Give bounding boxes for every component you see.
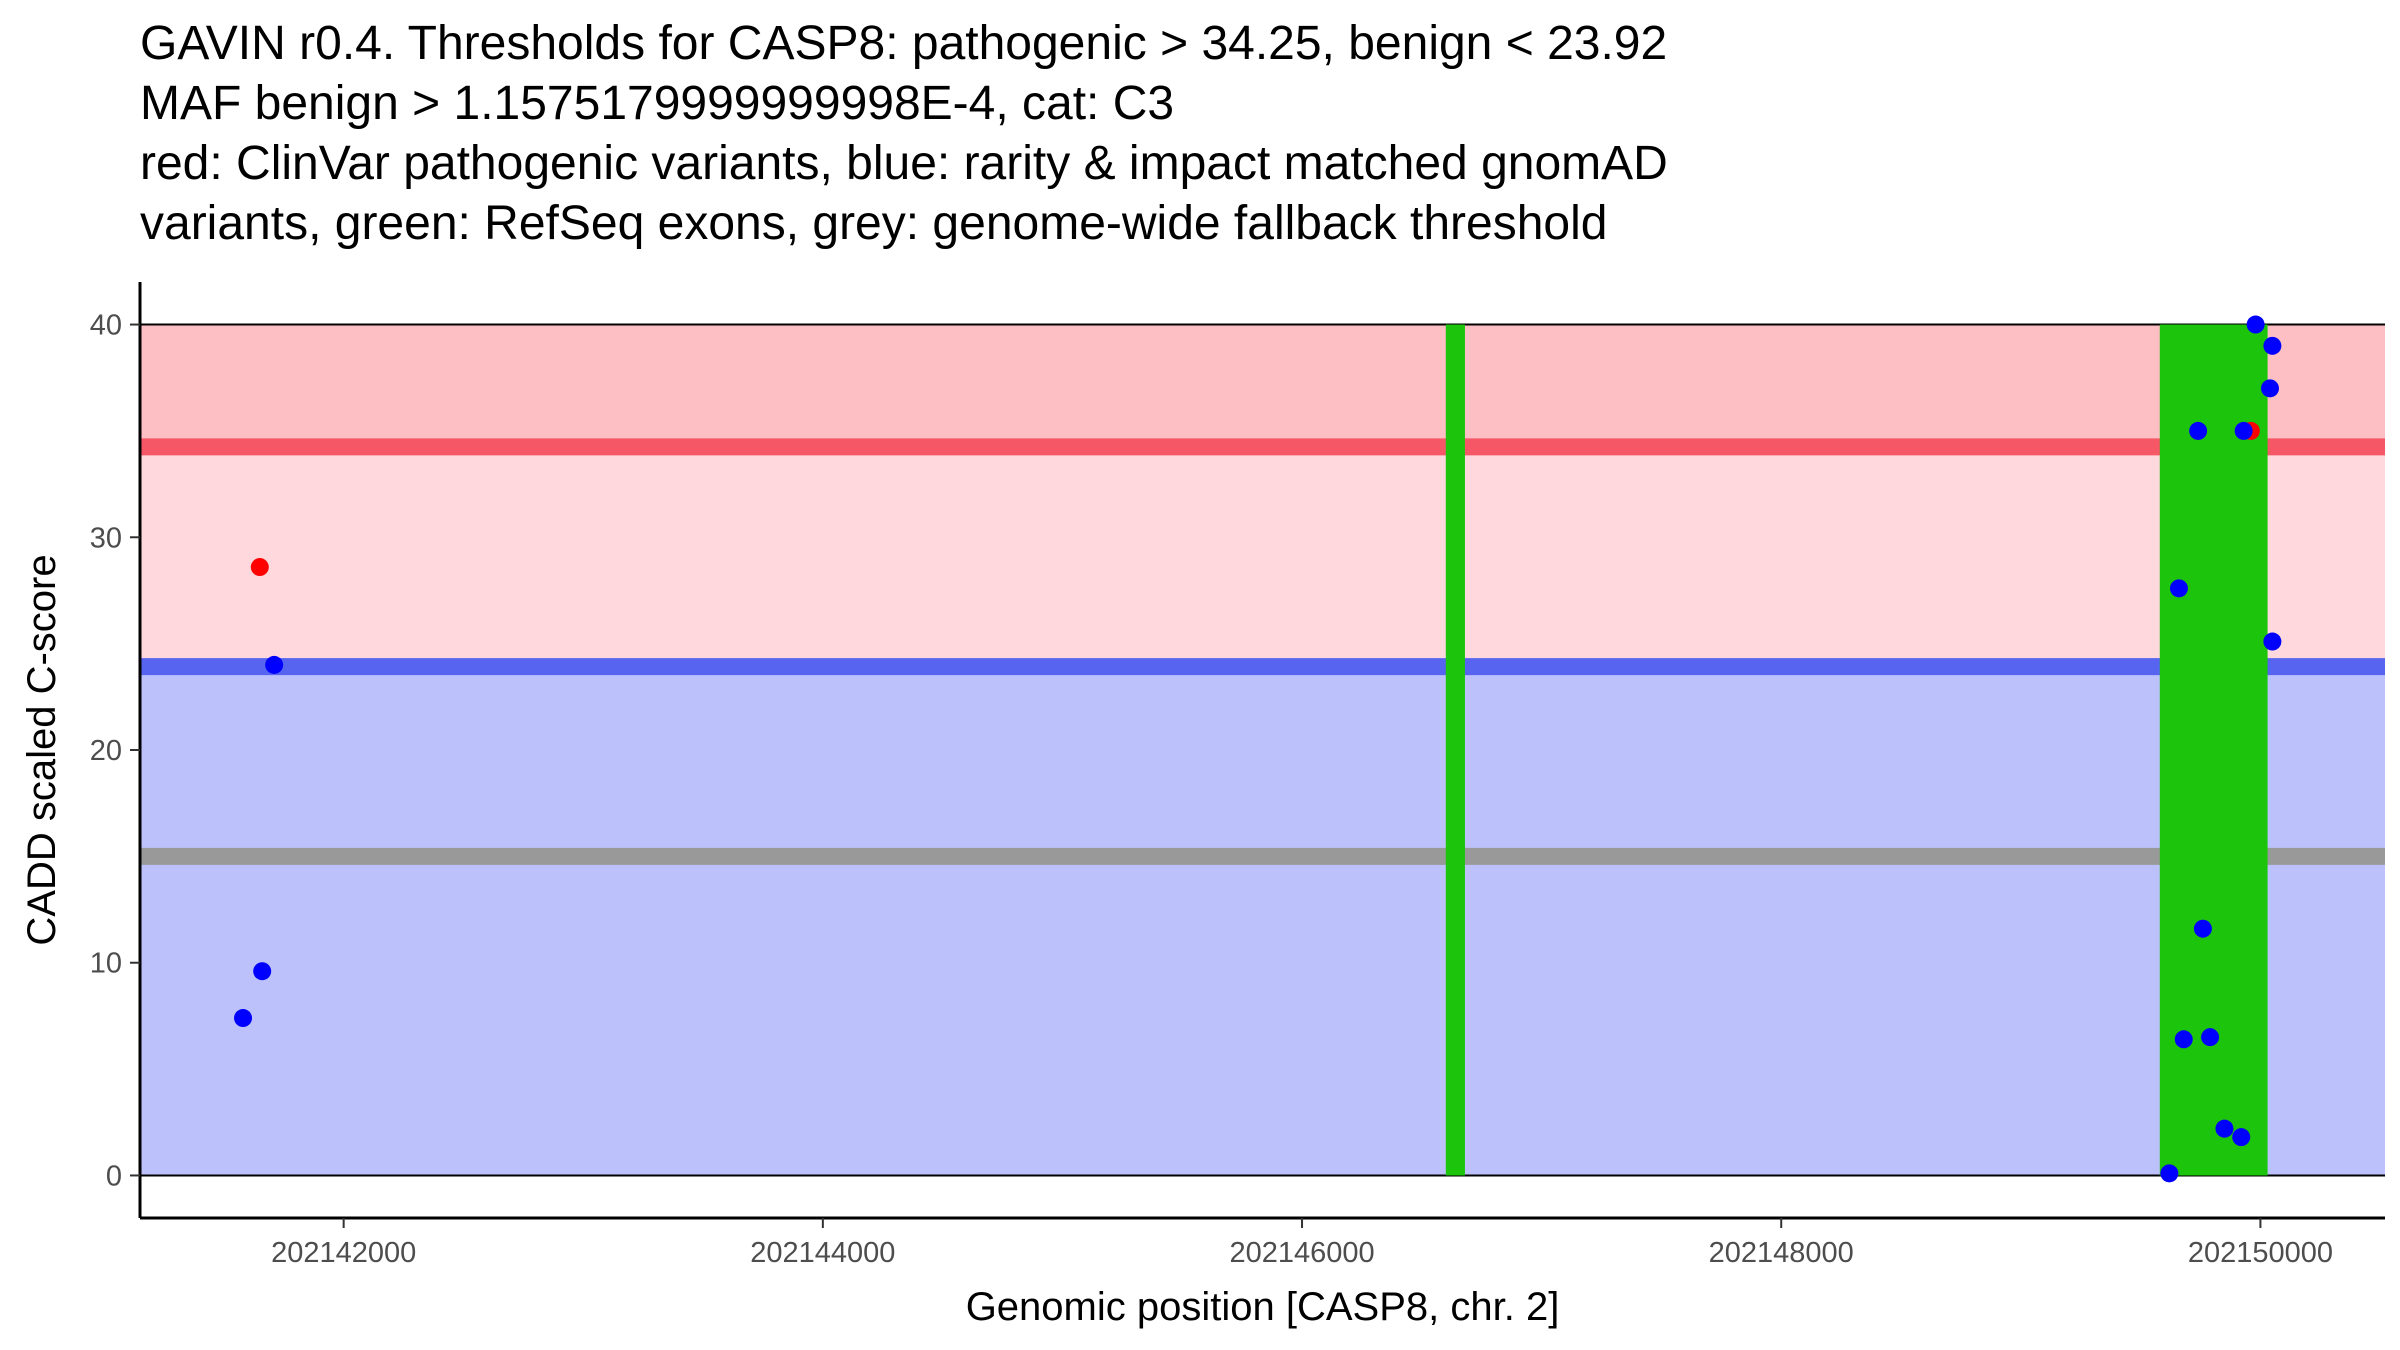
- gnomad-point-16: [2263, 632, 2282, 651]
- y-axis-title: CADD scaled C-score: [20, 554, 64, 945]
- intermediate-zone: [140, 446, 2385, 667]
- gnomad-point-1: [234, 1009, 253, 1028]
- x-tick-label: 202144000: [750, 1237, 895, 1269]
- gnomad-point-14: [2260, 379, 2279, 398]
- gnomad-point-13: [2246, 315, 2265, 334]
- threshold-bands: [140, 324, 2385, 1176]
- exon-1: [1445, 324, 1465, 1176]
- threshold-lines: [140, 323, 2385, 1177]
- y-tick-label: 0: [106, 1160, 122, 1192]
- x-tick-label: 202150000: [2188, 1237, 2333, 1269]
- title-line-2: MAF benign > 1.1575179999999998E-4, cat:…: [140, 77, 1175, 130]
- y-tick-label: 40: [90, 310, 122, 342]
- title-line-4: variants, green: RefSeq exons, grey: gen…: [140, 197, 1608, 250]
- x-tick-label: 202148000: [1709, 1237, 1854, 1269]
- gnomad-point-4: [2160, 1164, 2179, 1183]
- title-line-1: GAVIN r0.4. Thresholds for CASP8: pathog…: [140, 17, 1668, 70]
- gnomad-point-5: [2169, 579, 2188, 598]
- chart-title: GAVIN r0.4. Thresholds for CASP8: pathog…: [140, 14, 2380, 254]
- x-tick-label: 202142000: [271, 1237, 416, 1269]
- y-tick-label: 20: [90, 735, 122, 767]
- variant-points: [234, 315, 2282, 1183]
- gnomad-point-2: [253, 962, 272, 981]
- gnomad-point-7: [2189, 421, 2208, 440]
- title-line-3: red: ClinVar pathogenic variants, blue: …: [140, 137, 1668, 190]
- y-tick-label: 30: [90, 522, 122, 554]
- gnomad-point-9: [2201, 1028, 2220, 1047]
- exon-2: [2159, 324, 2268, 1176]
- gnomad-point-12: [2234, 421, 2253, 440]
- x-axis-title: Genomic position [CASP8, chr. 2]: [966, 1285, 1560, 1329]
- gnomad-point-15: [2263, 336, 2282, 355]
- gnomad-point-6: [2174, 1030, 2193, 1049]
- clinvar-point-1: [250, 558, 269, 577]
- x-tick-label: 202146000: [1229, 1237, 1374, 1269]
- gnomad-point-3: [265, 655, 284, 674]
- gnomad-point-8: [2193, 919, 2212, 938]
- benign-zone: [140, 666, 2385, 1176]
- gnomad-point-11: [2232, 1128, 2251, 1147]
- axis-ticks: 202142000 202144000 202146000 202148000 2021…: [90, 310, 2333, 1269]
- gnomad-point-10: [2215, 1119, 2234, 1138]
- pathogenic-zone: [140, 324, 2385, 447]
- y-tick-label: 10: [90, 948, 122, 980]
